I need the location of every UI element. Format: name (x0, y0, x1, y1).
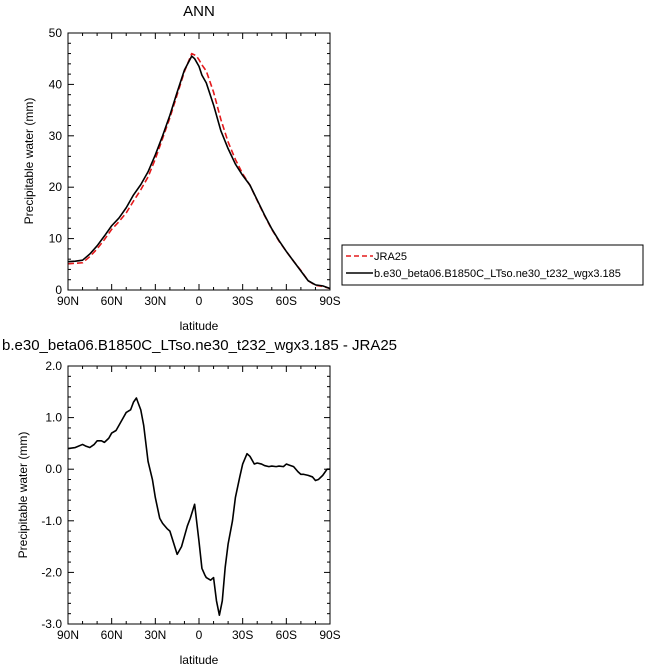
top-y-tick-label: 20 (49, 180, 63, 194)
legend-label-jra25: JRA25 (374, 251, 407, 263)
bottom-y-tick-label: -2.0 (41, 565, 62, 579)
top-x-tick-label: 60N (101, 294, 123, 308)
top-series-line-1 (67, 55, 331, 290)
bottom-series-group (67, 397, 330, 617)
bottom-x-tick-label: 30N (144, 628, 166, 642)
bottom-y-tick-label: 1.0 (45, 411, 62, 425)
legend: JRA25 b.e30_beta06.B1850C_LTso.ne30_t232… (341, 244, 644, 286)
legend-label-model: b.e30_beta06.B1850C_LTso.ne30_t232_wgx3.… (374, 268, 621, 280)
chart-title: ANN (183, 3, 215, 20)
bottom-y-tick-label: 0.0 (45, 462, 62, 476)
top-y-axis-label: Precipitable water (mm) (22, 98, 36, 225)
top-x-tick-label: 90S (319, 294, 340, 308)
bottom-series-line-0 (67, 397, 330, 617)
bottom-y-tick-label: 2.0 (45, 359, 62, 373)
bottom-axis-ticks: 90N 60N 30N 0 30S 60S 90S -3.0 -2.0 -1.0 0.0 1.0 2.0 (41, 359, 340, 642)
bottom-y-tick-label: -3.0 (41, 617, 62, 631)
bottom-y-tick-label: -1.0 (41, 514, 62, 528)
top-x-tick-label: 60S (276, 294, 297, 308)
top-x-axis-label: latitude (180, 319, 219, 333)
bottom-x-tick-label: 30S (232, 628, 253, 642)
bottom-x-tick-label: 60S (276, 628, 297, 642)
top-plot-frame (67, 32, 331, 291)
bottom-x-tick-label: 90S (319, 628, 340, 642)
top-x-tick-label: 90N (57, 294, 79, 308)
bottom-x-tick-label: 60N (101, 628, 123, 642)
difference-chart-title: b.e30_beta06.B1850C_LTso.ne30_t232_wgx3.… (2, 337, 397, 354)
top-y-tick-label: 50 (49, 26, 63, 40)
bottom-x-tick-label: 90N (57, 628, 79, 642)
top-x-tick-label: 30S (232, 294, 253, 308)
top-axis-ticks: 90N 60N 30N 0 30S 60S 90S 0 10 20 30 40 50 (49, 26, 341, 308)
top-y-tick-label: 0 (55, 283, 62, 297)
top-panel: ANN 90N 60N 30N 0 30S 60S 90S 0 10 20 30 40 50 Preci… (22, 3, 341, 333)
bottom-panel: b.e30_beta06.B1850C_LTso.ne30_t232_wgx3.… (2, 337, 397, 667)
bottom-y-axis-label: Precipitable water (mm) (16, 432, 30, 559)
top-y-tick-label: 40 (49, 77, 63, 91)
top-y-tick-label: 10 (49, 232, 63, 246)
bottom-x-axis-label: latitude (180, 653, 219, 667)
top-series-line-0 (67, 52, 331, 290)
top-x-tick-label: 30N (144, 294, 166, 308)
top-x-tick-label: 0 (196, 294, 203, 308)
bottom-plot-frame (67, 365, 331, 625)
top-y-tick-label: 30 (49, 129, 63, 143)
legend-box (341, 244, 644, 286)
top-series-group (67, 52, 331, 290)
bottom-x-tick-label: 0 (196, 628, 203, 642)
